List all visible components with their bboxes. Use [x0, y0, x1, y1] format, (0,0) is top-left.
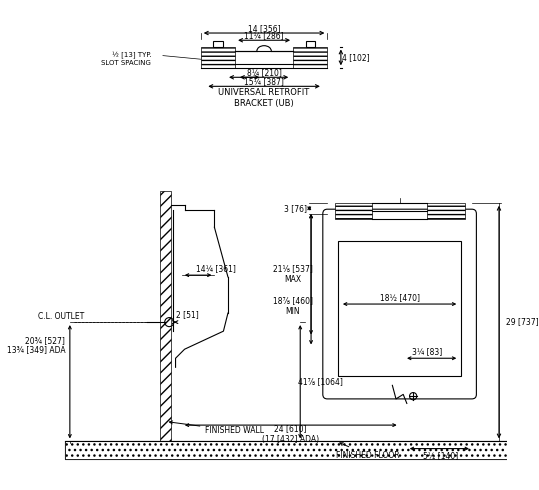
Bar	[65, 441, 507, 460]
Circle shape	[336, 196, 342, 202]
Text: UNIVERSAL RETROFIT
BRACKET (UB): UNIVERSAL RETROFIT BRACKET (UB)	[218, 88, 310, 108]
Text: 8¼ [210]: 8¼ [210]	[247, 68, 281, 77]
Bar	[65, 441, 507, 460]
Text: 14 [356]: 14 [356]	[248, 24, 280, 33]
Bar	[306, 41, 315, 47]
Bar	[427, 203, 465, 219]
Text: 5½ [140]: 5½ [140]	[423, 451, 458, 460]
Text: 3 [76]: 3 [76]	[284, 204, 307, 213]
Text: 15¼ [387]: 15¼ [387]	[244, 77, 284, 86]
Text: 14¼ [361]: 14¼ [361]	[196, 264, 236, 273]
Text: 13¾ [349] ADA: 13¾ [349] ADA	[6, 345, 65, 354]
Text: 20¾ [527]: 20¾ [527]	[25, 336, 65, 344]
Text: 18½ [470]: 18½ [470]	[379, 293, 419, 302]
Bar	[338, 241, 461, 376]
Text: 21⅛ [537]
MAX: 21⅛ [537] MAX	[273, 265, 313, 284]
Bar	[160, 191, 171, 444]
Text: 11¼ [286]: 11¼ [286]	[244, 31, 284, 40]
Text: 24 [610]
(17 [432] ADA): 24 [610] (17 [432] ADA)	[262, 424, 319, 444]
Text: 4 [102]: 4 [102]	[342, 53, 369, 62]
Text: ½ [13] TYP.
SLOT SPACING: ½ [13] TYP. SLOT SPACING	[101, 52, 151, 66]
Bar	[201, 47, 235, 68]
Text: 2 [51]: 2 [51]	[176, 310, 199, 319]
Text: 18⅞ [460]
MIN: 18⅞ [460] MIN	[273, 296, 313, 316]
Text: 3¼ [83]: 3¼ [83]	[412, 347, 442, 356]
Text: C.L. OUTLET: C.L. OUTLET	[38, 312, 84, 321]
Bar	[213, 41, 223, 47]
Text: FINISHED WALL: FINISHED WALL	[169, 421, 264, 435]
FancyBboxPatch shape	[323, 209, 476, 399]
Bar	[293, 47, 327, 68]
Text: 29 [737]: 29 [737]	[506, 318, 539, 327]
Circle shape	[458, 196, 463, 202]
Bar	[335, 203, 372, 219]
Text: 41⅞ [1064]: 41⅞ [1064]	[298, 377, 343, 386]
Text: FINISHED FLOOR: FINISHED FLOOR	[336, 442, 400, 460]
